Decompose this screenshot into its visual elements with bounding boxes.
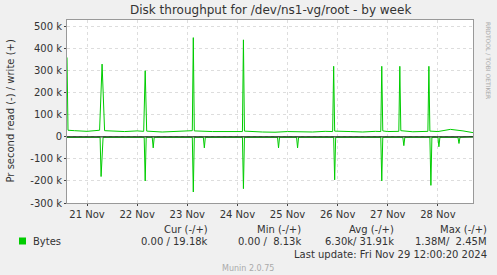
svg-text:Max (-/+): Max (-/+): [440, 224, 487, 235]
svg-text:Disk throughput for /dev/ns1-v: Disk throughput for /dev/ns1-vg/root - b…: [130, 3, 411, 17]
svg-text:500 k: 500 k: [34, 21, 62, 32]
svg-text:300 k: 300 k: [34, 65, 62, 76]
svg-text:200 k: 200 k: [34, 87, 62, 98]
svg-text:100 k: 100 k: [34, 109, 62, 120]
svg-text:Avg (-/+): Avg (-/+): [349, 224, 394, 235]
svg-text:Min (-/+): Min (-/+): [257, 224, 301, 235]
svg-text:6.30k/ 31.91k: 6.30k/ 31.91k: [325, 236, 394, 247]
svg-text:22 Nov: 22 Nov: [119, 209, 155, 220]
svg-text:0.00 / 8.13k: 0.00 / 8.13k: [238, 236, 301, 247]
svg-text:1.38M/ 2.45M: 1.38M/ 2.45M: [415, 236, 487, 247]
svg-text:0.00 / 19.18k: 0.00 / 19.18k: [141, 236, 208, 247]
svg-text:21 Nov: 21 Nov: [69, 209, 105, 220]
svg-text:Bytes: Bytes: [33, 236, 61, 247]
svg-text:27 Nov: 27 Nov: [370, 209, 406, 220]
svg-text:-300 k: -300 k: [30, 198, 62, 209]
svg-text:-200 k: -200 k: [30, 175, 62, 186]
svg-text:RRDTOOL / TOBI OETIKER: RRDTOOL / TOBI OETIKER: [485, 22, 492, 99]
svg-text:Pr second read (-) / write (+): Pr second read (-) / write (+): [5, 39, 16, 182]
svg-text:Cur (-/+): Cur (-/+): [164, 224, 208, 235]
svg-text:0: 0: [56, 131, 62, 142]
svg-text:400 k: 400 k: [34, 43, 62, 54]
svg-text:25 Nov: 25 Nov: [270, 209, 306, 220]
svg-text:28 Nov: 28 Nov: [420, 209, 456, 220]
svg-text:23 Nov: 23 Nov: [170, 209, 206, 220]
svg-text:Munin 2.0.75: Munin 2.0.75: [222, 264, 274, 273]
svg-text:24 Nov: 24 Nov: [220, 209, 256, 220]
svg-text:26 Nov: 26 Nov: [320, 209, 356, 220]
svg-text:Last update: Fri Nov 29 12:00:: Last update: Fri Nov 29 12:00:20 2024: [294, 249, 487, 260]
svg-text:-100 k: -100 k: [30, 153, 62, 164]
